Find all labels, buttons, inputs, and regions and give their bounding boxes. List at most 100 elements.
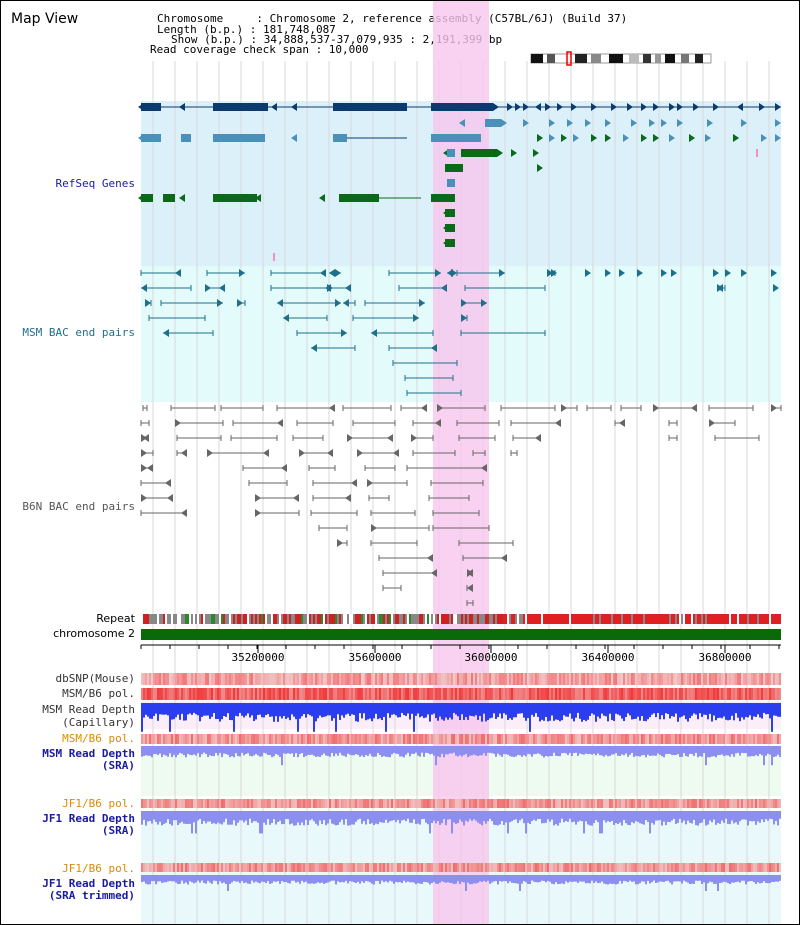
repeat-element bbox=[459, 614, 461, 624]
msm-bac-end-pairs[interactable] bbox=[140, 269, 779, 396]
jf1-sra-trim-depth-bar bbox=[333, 875, 335, 881]
msm-b6-pol2-cell bbox=[209, 734, 211, 744]
gene-arrow bbox=[175, 419, 181, 427]
msm-b6-pol2-cell bbox=[661, 734, 663, 744]
axis-tick-label: 35600000 bbox=[349, 651, 402, 664]
msm-sra-depth-bar bbox=[547, 746, 549, 757]
msm-b6-pol-cell bbox=[601, 688, 603, 700]
jf1-b6-pol2-cell bbox=[415, 863, 417, 872]
jf1-sra-depth-bar bbox=[287, 811, 289, 820]
dbsnp-cell bbox=[685, 673, 687, 685]
jf1-sra-depth-bar bbox=[205, 811, 207, 824]
msm-b6-pol2-cell bbox=[215, 734, 217, 744]
repeat-track[interactable] bbox=[143, 614, 781, 624]
msm-b6-pol2-cell bbox=[497, 734, 499, 744]
jf1-sra-trim-depth-bar bbox=[195, 875, 197, 883]
dbsnp-cell bbox=[681, 673, 683, 685]
msm-sra-depth-bar bbox=[661, 746, 663, 757]
jf1-b6-pol2-cell bbox=[733, 863, 735, 872]
jf1-b6-pol2-cell bbox=[353, 863, 355, 872]
jf1-sra-depth-bar bbox=[171, 811, 173, 826]
msm-b6-pol-cell bbox=[759, 688, 761, 700]
msm-b6-pol-cell bbox=[747, 688, 749, 700]
msm-b6-pol-cell bbox=[543, 688, 545, 700]
msm-b6-pol2-cell bbox=[357, 734, 359, 744]
repeat-element bbox=[495, 614, 497, 624]
dbsnp-cell bbox=[377, 673, 379, 685]
jf1-sra-trim-depth-bar bbox=[593, 875, 595, 883]
jf1-b6-pol2-cell bbox=[771, 863, 773, 872]
repeat-element bbox=[767, 614, 769, 624]
msm-sra-depth-bar bbox=[739, 746, 741, 756]
jf1-b6-pol2-cell bbox=[703, 863, 705, 872]
dbsnp-cell bbox=[157, 673, 159, 685]
msm-sra-depth-bar bbox=[455, 746, 457, 756]
jf1-sra-trim-depth-bar bbox=[691, 875, 693, 884]
gene-arrow bbox=[707, 119, 713, 127]
repeat-element bbox=[347, 614, 349, 624]
jf1-b6-pol-cell bbox=[395, 799, 397, 808]
msm-b6-pol2-cell bbox=[291, 734, 293, 744]
jf1-b6-pol-cell bbox=[497, 799, 499, 808]
repeat-element bbox=[419, 614, 421, 624]
repeat-element bbox=[195, 614, 197, 624]
jf1-b6-pol2-cell bbox=[305, 863, 307, 872]
msm-capillary-depth-bar bbox=[717, 703, 719, 719]
refseq-gene-features[interactable] bbox=[138, 103, 781, 261]
dbsnp-cell bbox=[209, 673, 211, 685]
jf1-b6-pol2-cell bbox=[727, 863, 729, 872]
msm-sra-depth-bar bbox=[381, 746, 383, 757]
dbsnp-cell bbox=[497, 673, 499, 685]
jf1-b6-pol-cell bbox=[553, 799, 555, 808]
jf1-read-depth-trim-label: JF1 Read Depth bbox=[42, 877, 135, 890]
repeat-element bbox=[391, 614, 393, 624]
jf1-sra-depth-bar bbox=[231, 811, 233, 825]
msm-capillary-depth-bar bbox=[675, 703, 677, 714]
refseq-track-label: RefSeq Genes bbox=[56, 177, 135, 190]
jf1-sra-depth-bar bbox=[237, 811, 239, 823]
dbsnp-cell bbox=[203, 673, 205, 685]
jf1-sra-trim-depth-bar bbox=[759, 875, 761, 884]
signal-tracks[interactable] bbox=[141, 673, 781, 891]
msm-capillary-depth-bar bbox=[435, 703, 437, 719]
msm-capillary-depth-bar bbox=[587, 703, 589, 720]
repeat-element bbox=[163, 614, 165, 624]
jf1-sra-trim-depth-bar bbox=[317, 875, 319, 883]
repeat-element bbox=[323, 614, 325, 624]
dbsnp-cell bbox=[163, 673, 165, 685]
jf1-b6-pol-cell bbox=[703, 799, 705, 808]
b6n-bac-end-pairs[interactable] bbox=[140, 404, 782, 606]
jf1-sra-depth-bar bbox=[677, 811, 679, 823]
msm-b6-pol2-cell bbox=[143, 734, 145, 744]
msm-b6-pol-cell bbox=[447, 688, 449, 700]
chromosome-ideogram[interactable] bbox=[530, 51, 712, 66]
jf1-sra-depth-bar bbox=[199, 811, 201, 819]
repeat-element bbox=[699, 614, 701, 624]
gene-arrow bbox=[431, 344, 437, 352]
jf1-sra-trim-depth-bar bbox=[671, 875, 673, 885]
jf1-sra-depth-bar bbox=[419, 811, 421, 825]
jf1-b6-pol2-cell bbox=[601, 863, 603, 872]
jf1-sra-depth-bar bbox=[573, 811, 575, 822]
chromosome-bar[interactable] bbox=[141, 629, 781, 640]
msm-b6-pol-cell bbox=[481, 688, 483, 700]
msm-b6-pol-cell bbox=[673, 688, 675, 700]
repeat-element bbox=[587, 614, 589, 624]
dbsnp-cell bbox=[707, 673, 709, 685]
jf1-b6-pol2-cell bbox=[531, 863, 533, 872]
msm-capillary-depth-bar bbox=[255, 703, 257, 720]
jf1-b6-pol2-cell bbox=[265, 863, 267, 872]
msm-b6-pol-cell bbox=[489, 688, 491, 700]
jf1-sra-trim-depth-bar bbox=[345, 875, 347, 881]
jf1-sra-trim-depth-bar bbox=[427, 875, 429, 883]
jf1-sra-depth-bar bbox=[295, 811, 297, 826]
jf1-sra-depth-bar bbox=[655, 811, 657, 821]
dbsnp-cell bbox=[669, 673, 671, 685]
jf1-sra-depth-bar bbox=[607, 811, 609, 822]
gene-arrow bbox=[419, 299, 425, 307]
gene-arrow bbox=[427, 554, 433, 562]
dbsnp-cell bbox=[555, 673, 557, 685]
msm-sra-depth-bar bbox=[241, 746, 243, 753]
jf1-b6-pol-cell bbox=[185, 799, 187, 808]
